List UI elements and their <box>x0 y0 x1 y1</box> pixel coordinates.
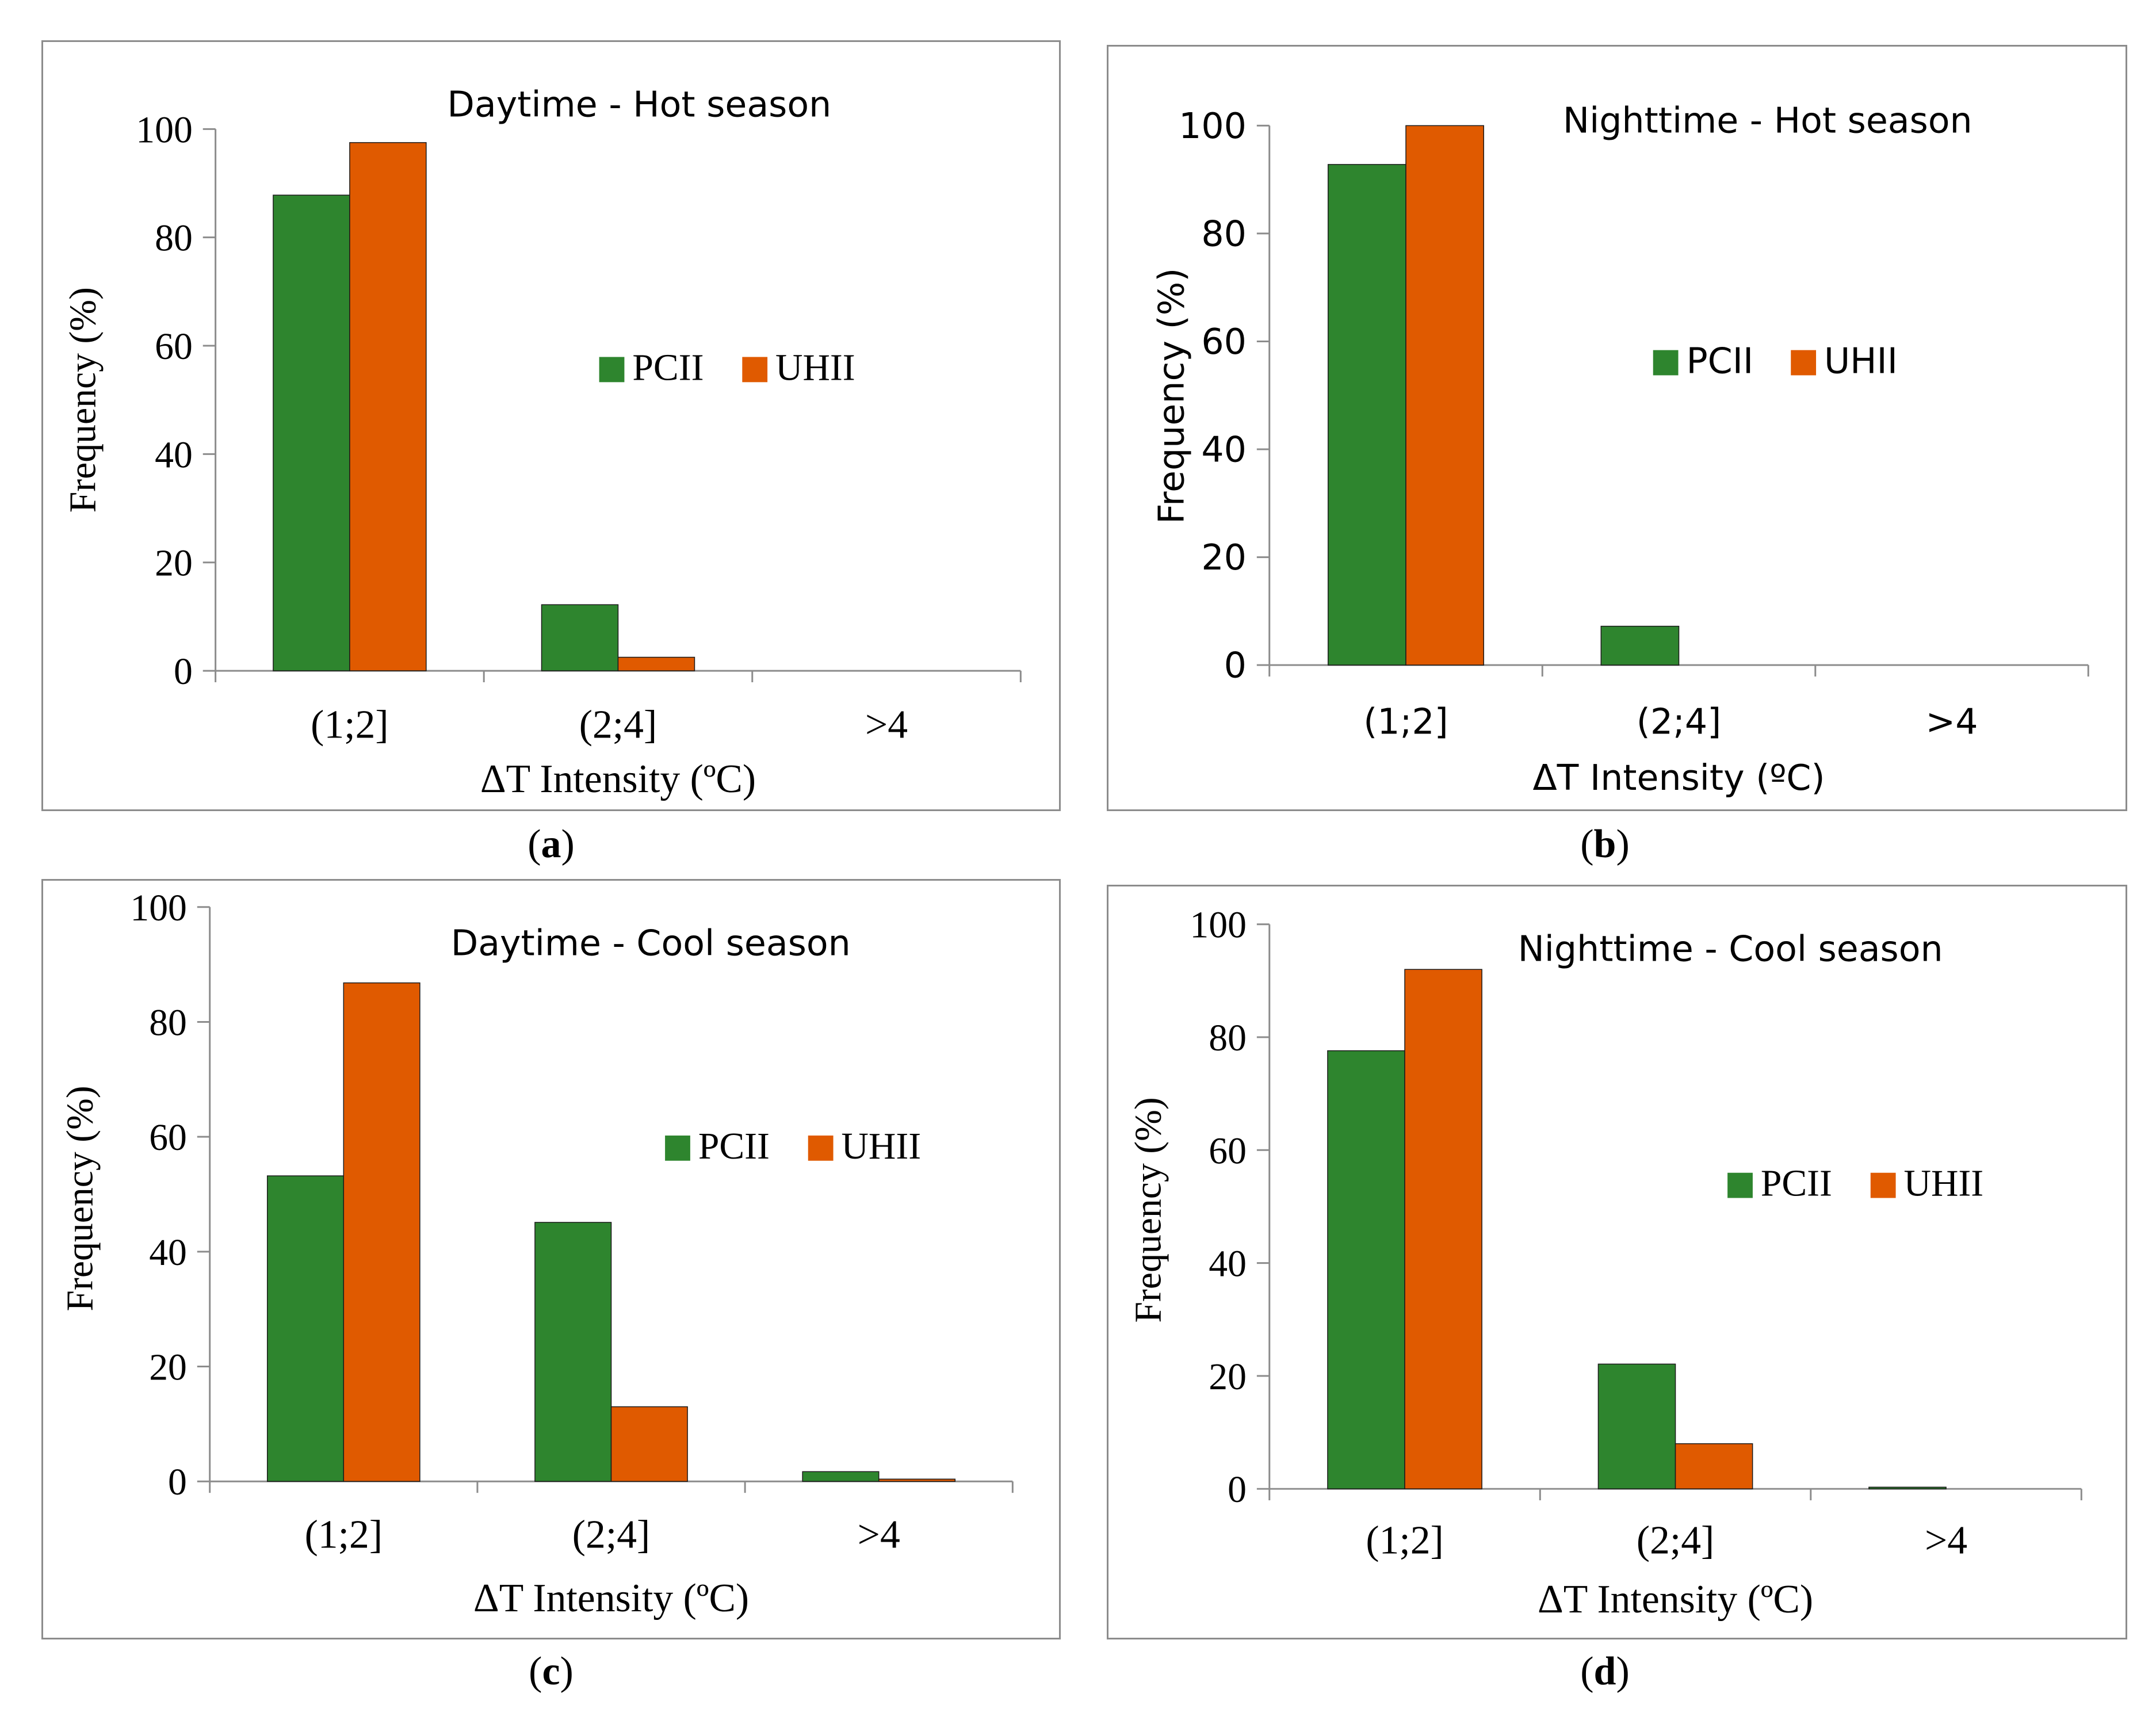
bar-a-uhii-0 <box>349 142 427 671</box>
legend-swatch-c-pcii <box>665 1135 690 1161</box>
bar-d-pcii-0 <box>1327 1050 1405 1489</box>
y-tick-label-b-5: 100 <box>1179 105 1247 147</box>
x-axis-label-a: ΔT Intensity (ºC) <box>480 757 756 801</box>
y-tick-label-a-5: 100 <box>136 109 193 151</box>
legend-swatch-c-uhii <box>808 1135 834 1161</box>
y-tick-label-a-4: 80 <box>155 217 193 259</box>
y-axis-label-d: Frequency (%) <box>1127 1097 1169 1323</box>
x-category-label-c-2: >4 <box>858 1513 900 1557</box>
x-category-label-a-2: >4 <box>865 703 908 747</box>
chart-c-svg: 0 20 40 60 80 100 (1;2] (2;4] >4 Daytime - Cool s… <box>59 887 1014 1620</box>
bar-b-pcii-1 <box>1600 625 1680 666</box>
bar-d-pcii-1 <box>1597 1363 1676 1489</box>
chart-title-b: Nighttime - Hot season <box>1563 100 1972 141</box>
y-tick-label-b-0: 0 <box>1224 645 1247 686</box>
x-category-label-d-0: (1;2] <box>1366 1519 1443 1563</box>
chart-title-a: Daytime - Hot season <box>447 83 831 125</box>
y-tick-label-c-0: 0 <box>168 1461 187 1503</box>
chart-panel-c: 0 20 40 60 80 100 (1;2] (2;4] >4 Daytime - Cool s… <box>41 879 1061 1639</box>
y-tick-label-b-1: 20 <box>1201 537 1247 578</box>
y-tick-label-c-4: 80 <box>149 1002 187 1044</box>
y-tick-label-d-5: 100 <box>1190 904 1247 946</box>
legend-label-d-uhii: UHII <box>1904 1163 1984 1205</box>
y-tick-label-b-2: 40 <box>1201 429 1247 471</box>
chart-panel-d: 0 20 40 60 80 100 (1;2] (2;4] >4 Nighttime - Cool… <box>1107 885 2127 1639</box>
y-tick-label-d-2: 40 <box>1209 1243 1247 1285</box>
legend-label-b-pcii: PCII <box>1686 340 1753 381</box>
bar-c-uhii-1 <box>610 1406 688 1482</box>
caption-d: (d) <box>1580 1649 1630 1694</box>
chart-a-svg: 0 20 40 60 80 100 (1;2] (2;4] >4 Daytime - Hot se… <box>62 83 1022 801</box>
x-axis-label-d: ΔT Intensity (ºC) <box>1538 1577 1813 1622</box>
x-category-label-b-1: (2;4] <box>1637 701 1721 743</box>
y-tick-label-c-2: 40 <box>149 1232 187 1274</box>
legend-label-a-uhii: UHII <box>775 346 855 388</box>
y-axis-label-b: Frequency (%) <box>1150 268 1192 524</box>
legend-swatch-b-uhii <box>1791 350 1817 376</box>
bar-b-pcii-0 <box>1328 164 1406 666</box>
caption-d-letter: d <box>1593 1649 1616 1694</box>
chart-panel-a: 0 20 40 60 80 100 (1;2] (2;4] >4 Daytime - Hot se… <box>41 40 1061 811</box>
caption-c: (c) <box>529 1649 574 1694</box>
legend-swatch-a-pcii <box>599 357 625 383</box>
caption-b-letter: b <box>1593 822 1616 866</box>
y-tick-label-d-0: 0 <box>1228 1469 1247 1511</box>
bar-c-uhii-2 <box>878 1478 956 1482</box>
x-axis-label-b: ΔT Intensity (ºC) <box>1532 757 1825 798</box>
x-category-label-b-0: (1;2] <box>1363 701 1448 743</box>
bar-d-uhii-0 <box>1404 969 1482 1489</box>
caption-a: (a) <box>527 822 575 866</box>
x-category-label-a-0: (1;2] <box>311 703 388 747</box>
y-tick-label-c-3: 60 <box>149 1117 187 1159</box>
chart-b-svg: 0 20 40 60 80 100 (1;2] (2;4] >4 Nighttime - Hot … <box>1150 100 2089 798</box>
x-category-label-a-1: (2;4] <box>579 703 657 747</box>
y-tick-label-b-3: 60 <box>1201 321 1247 362</box>
caption-a-letter: a <box>541 822 561 866</box>
legend-label-b-uhii: UHII <box>1824 340 1898 381</box>
bar-d-uhii-1 <box>1675 1443 1753 1489</box>
x-category-label-c-0: (1;2] <box>305 1513 383 1557</box>
chart-title-c: Daytime - Cool season <box>451 922 851 964</box>
y-tick-label-d-3: 60 <box>1209 1130 1247 1172</box>
bar-a-uhii-1 <box>617 656 695 671</box>
y-tick-label-d-1: 20 <box>1209 1356 1247 1398</box>
y-tick-label-c-5: 100 <box>130 887 187 929</box>
legend-label-d-pcii: PCII <box>1761 1163 1832 1205</box>
legend-swatch-a-uhii <box>742 357 768 383</box>
y-tick-label-c-1: 20 <box>149 1347 187 1389</box>
y-tick-label-b-4: 80 <box>1201 213 1247 255</box>
chart-d-svg: 0 20 40 60 80 100 (1;2] (2;4] >4 Nighttime - Cool… <box>1127 904 2082 1622</box>
bar-c-uhii-0 <box>343 982 421 1482</box>
bar-a-pcii-0 <box>273 194 350 671</box>
chart-panel-b: 0 20 40 60 80 100 (1;2] (2;4] >4 Nighttime - Hot … <box>1107 45 2127 811</box>
legend-swatch-b-pcii <box>1653 350 1679 376</box>
legend-label-c-uhii: UHII <box>841 1125 921 1167</box>
legend-swatch-d-uhii <box>1870 1172 1896 1198</box>
y-tick-label-a-0: 0 <box>174 651 193 693</box>
x-category-label-b-2: >4 <box>1926 701 1978 743</box>
y-tick-label-a-2: 40 <box>155 434 193 476</box>
legend-label-c-pcii: PCII <box>698 1125 770 1167</box>
x-category-label-c-1: (2;4] <box>572 1513 650 1557</box>
x-category-label-d-2: >4 <box>1925 1519 1967 1563</box>
caption-c-letter: c <box>542 1649 560 1694</box>
y-axis-label-c: Frequency (%) <box>59 1085 101 1311</box>
legend-swatch-d-pcii <box>1727 1172 1753 1198</box>
chart-title-d: Nighttime - Cool season <box>1518 928 1943 969</box>
caption-b: (b) <box>1580 822 1630 866</box>
y-axis-label-a: Frequency (%) <box>62 287 104 513</box>
bar-c-pcii-0 <box>266 1175 345 1482</box>
y-tick-label-d-4: 80 <box>1209 1017 1247 1059</box>
legend-label-a-pcii: PCII <box>632 346 704 388</box>
bar-b-uhii-0 <box>1405 125 1484 666</box>
x-category-label-d-1: (2;4] <box>1637 1519 1714 1563</box>
bar-c-pcii-1 <box>534 1222 612 1482</box>
bar-c-pcii-2 <box>802 1471 880 1482</box>
y-tick-label-a-3: 60 <box>155 326 193 368</box>
y-tick-label-a-1: 20 <box>155 542 193 584</box>
bar-d-pcii-2 <box>1868 1486 1947 1489</box>
x-axis-label-c: ΔT Intensity (ºC) <box>473 1576 749 1620</box>
bar-a-pcii-1 <box>541 604 619 671</box>
